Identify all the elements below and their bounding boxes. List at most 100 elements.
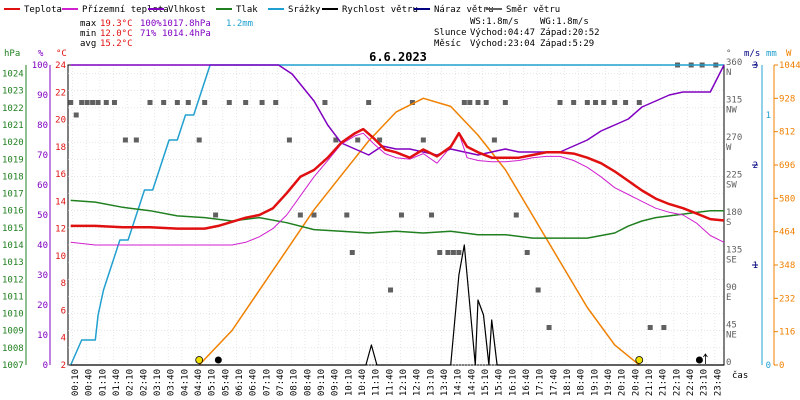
x-tick-label: 18:40 [577, 369, 587, 396]
right-axes: ° m/s mm W360N315NW270W225SW180S135SE90E45N… [726, 49, 800, 371]
apparent-temperature-line [70, 132, 725, 246]
moonrise-icon [695, 356, 703, 364]
hpa-tick-label: 1009 [2, 327, 24, 337]
hpa-tick-label: 1021 [2, 121, 24, 131]
stats-block: max 19.3°C 100% 1017.8hPa 1.2mm min 12.0°C 71% 1… [80, 19, 253, 49]
wind-direction-point [333, 137, 339, 143]
wind-direction-point [584, 100, 590, 105]
wind-direction-point [349, 250, 355, 255]
wind-direction-point [90, 100, 96, 105]
moonset-time: Západ:5:29 [540, 39, 594, 49]
ws-readout: WS:1.8m/s [470, 17, 519, 27]
w-tick-label: 464 [779, 228, 795, 238]
x-tick-label: 21:10 [645, 369, 655, 396]
pressure-line [70, 199, 724, 239]
pct-tick-label: 10 [37, 331, 48, 341]
w-tick-label: 1044 [779, 61, 800, 71]
moon-label: Měsíc [434, 39, 461, 49]
wind-direction-point [377, 137, 383, 143]
wind-direction-point [68, 100, 74, 105]
wind-direction-point [213, 212, 219, 218]
stats-pres: 1017.8hPa [162, 19, 211, 29]
x-tick-label: 05:10 [208, 369, 218, 396]
ms-tick-label: 3 [753, 61, 758, 71]
wind-direction-point [79, 100, 85, 105]
moonrise-time: Východ:23:04 [470, 39, 535, 49]
temp-tick-label: 24 [55, 61, 66, 71]
dir-tick-value: 90 [726, 283, 737, 293]
dir-tick-value: 180 [726, 208, 742, 218]
hpa-axis-title: hPa [4, 49, 20, 59]
x-tick-label: 06:40 [249, 369, 259, 396]
wind-direction-point [322, 100, 328, 105]
x-tick-label: 00:10 [71, 369, 81, 396]
pct-tick-label: 0 [43, 361, 48, 371]
hpa-tick-label: 1015 [2, 224, 24, 234]
legend-label-precipitation: Srážky [288, 5, 321, 15]
hpa-tick-label: 1007 [2, 361, 24, 371]
wind-direction-point [103, 100, 109, 105]
w-axis-title: W [786, 49, 792, 59]
temp-tick-label: 4 [61, 334, 66, 344]
w-tick-label: 116 [779, 328, 795, 338]
temp-tick-label: 6 [61, 306, 66, 316]
dir-axis-title: ° [726, 49, 731, 59]
wind-direction-point [420, 137, 426, 143]
wind-direction-point [661, 325, 667, 330]
humidity-line [70, 64, 725, 156]
wind-direction-point [259, 100, 265, 105]
hpa-tick-label: 1012 [2, 275, 24, 285]
wind-direction-point [273, 100, 279, 105]
x-tick-label: 01:10 [98, 369, 108, 396]
wind-direction-point [450, 250, 456, 255]
x-tick-label: 07:10 [262, 369, 272, 396]
stats-hum: 71% [140, 29, 157, 39]
stats-temp: 12.0°C [100, 29, 133, 39]
sunrise-icon [195, 356, 204, 364]
hpa-tick-label: 1008 [2, 344, 24, 354]
x-tick-label: 19:40 [604, 369, 614, 396]
temp-tick-label: 20 [55, 116, 66, 126]
x-tick-label: 11:40 [385, 369, 395, 396]
x-tick-label: 08:40 [303, 369, 313, 396]
wind-direction-point [491, 137, 497, 143]
stats-temp: 19.3°C [100, 19, 133, 29]
x-tick-label: 17:40 [549, 369, 559, 396]
wind-direction-point [84, 100, 90, 105]
dir-tick-compass: SE [726, 256, 737, 266]
hpa-tick-label: 1019 [2, 155, 24, 165]
dir-tick-compass: N [726, 68, 731, 78]
x-tick-label: 14:40 [467, 369, 477, 396]
wind-direction-point [122, 137, 128, 143]
x-tick-label: 20:40 [631, 369, 641, 396]
hpa-tick-label: 1018 [2, 172, 24, 182]
x-tick-label: 05:40 [221, 369, 231, 396]
wind-direction-point [398, 212, 404, 218]
legend-label-wind_speed: Rychlost větru [342, 5, 418, 15]
hpa-tick-label: 1020 [2, 138, 24, 148]
legend-label-wind_gust: Náraz větru [434, 5, 494, 15]
wind-direction-point [388, 287, 394, 293]
sunrise-time: Východ:04:47 [470, 28, 535, 38]
w-tick-label: 696 [779, 161, 795, 171]
x-tick-label: 03:10 [153, 369, 163, 396]
wind-direction-point [355, 137, 361, 143]
stats-pres: 1014.4hPa [162, 29, 211, 39]
wind-direction-point [456, 250, 462, 255]
legend-label-humidity: Vlhkost [168, 5, 206, 15]
hpa-tick-label: 1011 [2, 292, 24, 302]
stats-temp: 15.2°C [100, 39, 133, 49]
x-tick-label: 02:40 [139, 369, 149, 396]
ms-axis-title: m/s [744, 49, 760, 59]
mm-tick-label: 1 [766, 111, 771, 121]
w-tick-label: 0 [779, 361, 784, 371]
temp-tick-label: 2 [61, 361, 66, 371]
wind-direction-point [297, 212, 303, 218]
x-tick-label: 16:10 [508, 369, 518, 396]
w-tick-label: 928 [779, 94, 795, 104]
pct-tick-label: 60 [37, 181, 48, 191]
solar-radiation-line [198, 97, 640, 366]
x-tick-label: 18:10 [563, 369, 573, 396]
temp-tick-label: 22 [55, 88, 66, 98]
x-tick-label: 01:40 [112, 369, 122, 396]
